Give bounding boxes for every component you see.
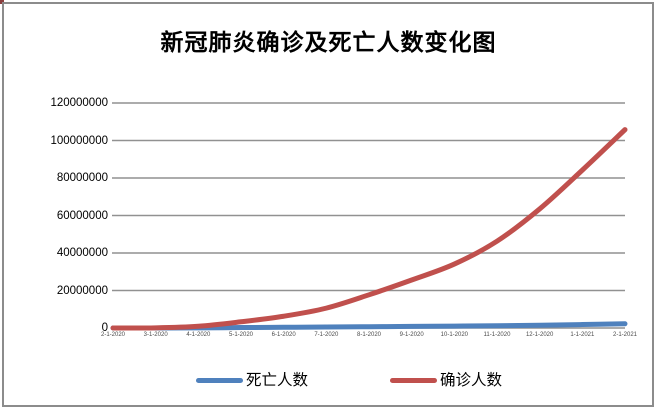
x-axis-tick-label: 2-1-2020 (100, 332, 126, 338)
x-axis-tick-label: 8-1-2020 (356, 332, 382, 338)
legend-item-confirmed: 确诊人数 (390, 369, 502, 391)
legend-label-deaths: 死亡人数 (246, 371, 309, 389)
x-axis-tick-label: 6-1-2020 (271, 332, 296, 338)
x-axis-tick-label: 5-1-2020 (228, 332, 254, 338)
y-axis-tick-label: 0 (101, 322, 108, 334)
legend-item-deaths: 死亡人数 (196, 369, 308, 391)
x-axis-tick-label: 4-1-2020 (186, 332, 211, 338)
chart-title: 新冠肺炎确诊及死亡人数变化图 (160, 29, 497, 56)
x-axis-tick-label: 2-1-2021 (612, 332, 638, 338)
y-axis-tick-label: 120000000 (50, 97, 108, 109)
x-axis-tick-label: 1-1-2021 (570, 332, 595, 338)
x-axis-tick-label: 9-1-2020 (399, 332, 424, 338)
y-axis-tick-label: 40000000 (56, 247, 108, 259)
x-axis-tick-label: 3-1-2020 (143, 332, 168, 338)
y-axis-labels: 0 20000000 40000000 60000000 80000000 1000000… (0, 0, 108, 410)
y-axis-tick-label: 20000000 (56, 284, 108, 297)
y-axis-tick-label: 100000000 (50, 134, 108, 147)
x-axis-tick-label: 12-1-2020 (525, 332, 554, 338)
series-line-confirmed (110, 127, 628, 331)
legend-swatch-confirmed (390, 377, 437, 383)
y-axis-tick-label: 80000000 (56, 172, 108, 184)
legend-label-confirmed: 确诊人数 (440, 371, 503, 389)
corner-artifact (0, 0, 4, 4)
y-axis-tick-label: 60000000 (56, 209, 108, 222)
x-axis-tick-label: 11-1-2020 (483, 332, 511, 338)
legend: 死亡人数 确诊人数 (0, 369, 657, 391)
x-axis-tick-label: 7-1-2020 (314, 332, 339, 338)
x-axis-tick-label: 10-1-2020 (440, 332, 468, 338)
legend-swatch-deaths (196, 377, 243, 383)
